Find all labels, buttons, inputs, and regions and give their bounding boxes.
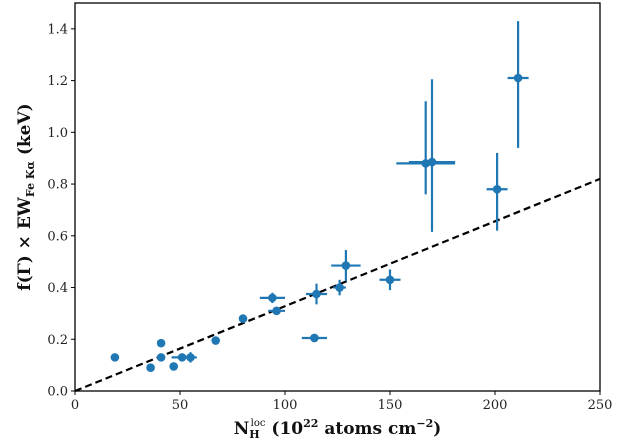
x-title-paren-close: ) bbox=[433, 419, 441, 439]
point-marker bbox=[177, 353, 187, 362]
y-tick-label: 1.2 bbox=[47, 74, 68, 89]
data-point bbox=[301, 333, 327, 343]
data-point bbox=[184, 352, 197, 363]
data-point bbox=[169, 362, 178, 371]
data-point bbox=[238, 314, 248, 323]
point-marker bbox=[385, 275, 395, 285]
y-title-unit: (keV) bbox=[15, 103, 35, 161]
x-tick-label: 150 bbox=[378, 398, 403, 413]
x-title-main: N bbox=[234, 419, 250, 439]
x-tick-label: 0 bbox=[71, 398, 79, 413]
x-title-sup: loc bbox=[251, 418, 266, 429]
point-marker bbox=[146, 363, 155, 373]
x-title-sub: H bbox=[249, 428, 259, 441]
data-point bbox=[486, 153, 508, 231]
data-point bbox=[259, 292, 285, 304]
x-title-exp: 22 bbox=[303, 417, 318, 430]
data-point bbox=[331, 250, 361, 282]
data-point bbox=[146, 363, 155, 373]
x-axis-title: NHloc (1022 atoms cm−2) bbox=[234, 417, 442, 441]
y-tick-label: 0.6 bbox=[47, 229, 68, 244]
y-title-sub: Fe Kα bbox=[24, 161, 37, 198]
point-marker bbox=[310, 333, 319, 343]
y-tick-label: 0.2 bbox=[47, 333, 68, 348]
plot-frame bbox=[74, 2, 601, 392]
point-marker bbox=[341, 261, 351, 270]
x-title-unit: atoms cm bbox=[318, 419, 416, 439]
y-tick-label: 0.8 bbox=[47, 178, 68, 193]
point-marker bbox=[110, 353, 120, 362]
point-marker bbox=[427, 157, 437, 167]
y-tick-label: 0.0 bbox=[47, 385, 68, 400]
data-point bbox=[211, 336, 220, 345]
data-point bbox=[507, 21, 529, 148]
point-marker bbox=[238, 314, 248, 323]
point-marker bbox=[156, 353, 166, 362]
x-tick-label: 200 bbox=[483, 398, 508, 413]
point-marker bbox=[169, 362, 178, 371]
point-marker bbox=[268, 293, 277, 303]
point-marker bbox=[492, 184, 502, 194]
y-tick-label: 1.0 bbox=[47, 126, 68, 141]
point-marker bbox=[186, 353, 195, 362]
data-point bbox=[110, 353, 120, 362]
ticks-layer: 0 50 100 150 200 250 0.0 0.2 0.4 0.6 0.8 1.0 1.2 1.4 bbox=[47, 22, 612, 413]
x-tick-label: 50 bbox=[172, 398, 189, 413]
data-point bbox=[333, 279, 346, 296]
data-point bbox=[156, 338, 166, 348]
point-marker bbox=[312, 289, 321, 299]
data-point bbox=[306, 283, 327, 305]
data-point bbox=[268, 306, 285, 316]
data-point bbox=[379, 269, 401, 291]
y-tick-label: 1.4 bbox=[47, 22, 68, 37]
x-title-paren-open: (10 bbox=[265, 419, 303, 439]
data-point bbox=[408, 79, 456, 232]
point-marker bbox=[335, 283, 344, 292]
point-marker bbox=[272, 306, 281, 316]
point-marker bbox=[156, 338, 166, 348]
points-layer bbox=[110, 21, 529, 373]
y-title-prefix: f(Γ) × EW bbox=[15, 196, 35, 291]
y-tick-label: 0.4 bbox=[47, 281, 68, 296]
point-marker bbox=[513, 73, 523, 83]
point-marker bbox=[211, 336, 220, 345]
data-point bbox=[156, 353, 166, 362]
x-tick-label: 250 bbox=[588, 398, 613, 413]
data-point bbox=[396, 101, 456, 195]
x-title-unit-exp: −2 bbox=[416, 417, 433, 430]
y-axis-title: f(Γ) × EWFe Kα (keV) bbox=[15, 103, 37, 290]
x-tick-label: 100 bbox=[273, 398, 298, 413]
